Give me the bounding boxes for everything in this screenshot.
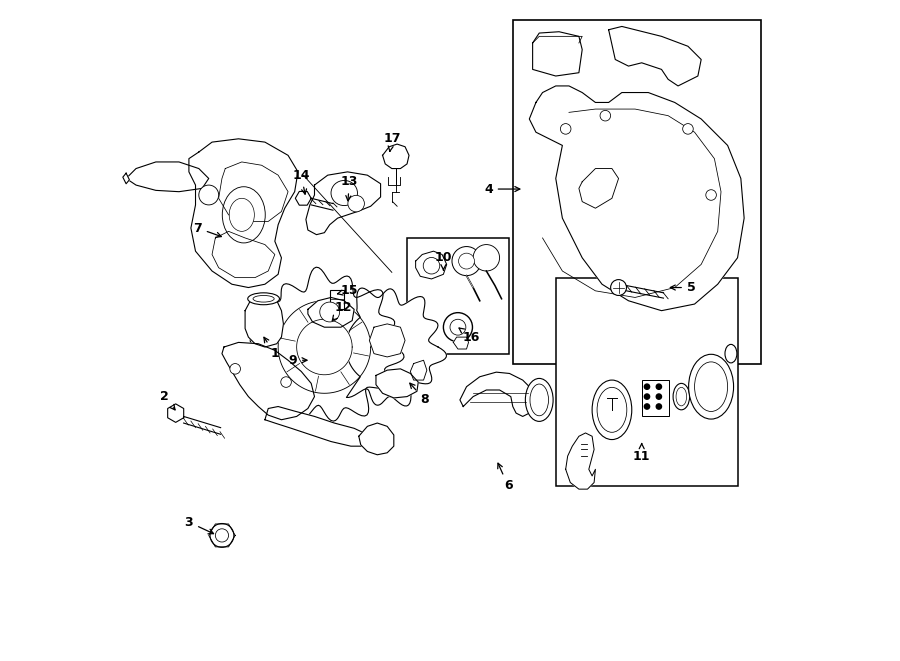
- Ellipse shape: [695, 362, 727, 411]
- Bar: [513, 20, 760, 364]
- Polygon shape: [126, 162, 209, 192]
- Circle shape: [320, 302, 339, 322]
- Ellipse shape: [688, 354, 734, 419]
- Text: 11: 11: [633, 444, 651, 463]
- Text: 7: 7: [194, 221, 221, 237]
- Circle shape: [444, 313, 472, 342]
- Ellipse shape: [423, 257, 440, 274]
- Text: 12: 12: [332, 301, 352, 321]
- Polygon shape: [308, 297, 355, 327]
- Polygon shape: [608, 26, 701, 86]
- Polygon shape: [369, 324, 405, 357]
- Polygon shape: [295, 192, 311, 205]
- Ellipse shape: [526, 378, 554, 422]
- Polygon shape: [533, 32, 582, 76]
- Polygon shape: [248, 267, 404, 422]
- Circle shape: [656, 394, 662, 399]
- Circle shape: [706, 190, 716, 200]
- Polygon shape: [122, 173, 130, 184]
- Circle shape: [281, 377, 292, 387]
- Text: 3: 3: [184, 516, 213, 534]
- Circle shape: [230, 364, 240, 374]
- Circle shape: [210, 524, 234, 547]
- Ellipse shape: [331, 180, 357, 206]
- Circle shape: [450, 319, 466, 335]
- Text: 5: 5: [670, 281, 696, 294]
- Circle shape: [215, 529, 229, 542]
- Polygon shape: [566, 433, 596, 489]
- Polygon shape: [382, 144, 409, 169]
- Bar: [556, 278, 737, 486]
- Polygon shape: [306, 172, 381, 235]
- Ellipse shape: [348, 196, 364, 212]
- Circle shape: [600, 110, 610, 121]
- Text: 8: 8: [410, 383, 429, 407]
- Polygon shape: [278, 301, 371, 393]
- Ellipse shape: [676, 387, 687, 406]
- Polygon shape: [222, 342, 314, 420]
- Circle shape: [644, 394, 650, 399]
- Text: 9: 9: [288, 354, 307, 367]
- Ellipse shape: [248, 293, 280, 305]
- Circle shape: [459, 253, 474, 269]
- Text: 14: 14: [292, 169, 310, 194]
- Bar: [642, 380, 670, 416]
- Ellipse shape: [253, 295, 274, 302]
- Circle shape: [199, 185, 219, 205]
- Circle shape: [561, 124, 571, 134]
- Polygon shape: [460, 372, 535, 416]
- Circle shape: [452, 247, 482, 276]
- Polygon shape: [167, 404, 184, 422]
- Ellipse shape: [592, 380, 632, 440]
- Circle shape: [656, 384, 662, 389]
- Bar: [407, 238, 509, 354]
- Text: 13: 13: [341, 175, 358, 201]
- Ellipse shape: [725, 344, 737, 363]
- Ellipse shape: [230, 198, 255, 231]
- Ellipse shape: [673, 383, 689, 410]
- Polygon shape: [579, 169, 618, 208]
- Circle shape: [473, 245, 500, 271]
- Polygon shape: [189, 139, 298, 288]
- Circle shape: [683, 124, 693, 134]
- Circle shape: [656, 404, 662, 409]
- Text: 4: 4: [484, 182, 520, 196]
- Ellipse shape: [530, 384, 548, 416]
- Circle shape: [644, 384, 650, 389]
- Polygon shape: [529, 86, 744, 311]
- Polygon shape: [416, 251, 446, 279]
- Polygon shape: [245, 297, 284, 347]
- Polygon shape: [346, 288, 446, 406]
- Circle shape: [610, 280, 626, 295]
- Polygon shape: [265, 407, 367, 446]
- Text: 15: 15: [338, 284, 358, 297]
- Text: 10: 10: [435, 251, 452, 270]
- Polygon shape: [410, 360, 427, 380]
- Text: 2: 2: [160, 390, 176, 410]
- Text: 17: 17: [383, 132, 400, 151]
- Text: 16: 16: [459, 328, 480, 344]
- Bar: [329, 290, 344, 309]
- Ellipse shape: [222, 187, 266, 243]
- Ellipse shape: [597, 387, 626, 432]
- Text: 1: 1: [264, 337, 279, 360]
- Text: 6: 6: [498, 463, 512, 492]
- Polygon shape: [376, 369, 418, 398]
- Polygon shape: [297, 319, 352, 375]
- Circle shape: [644, 404, 650, 409]
- Polygon shape: [359, 423, 394, 455]
- Polygon shape: [454, 337, 469, 349]
